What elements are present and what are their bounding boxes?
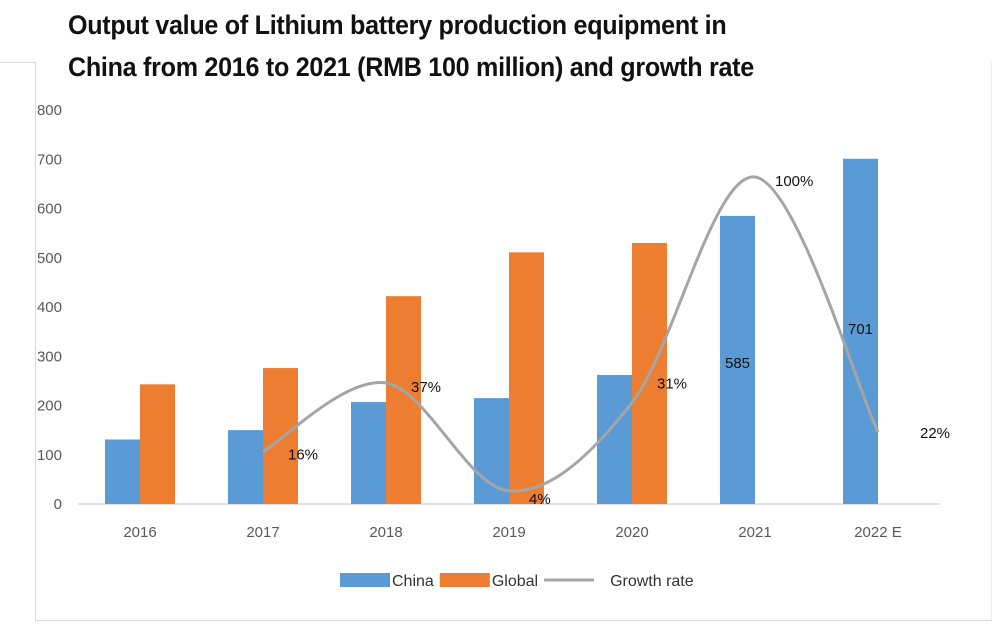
bar-china (843, 158, 878, 504)
bar-global (140, 384, 175, 504)
growth-rate-label: 16% (288, 447, 318, 464)
chart-title: Output value of Lithium battery producti… (68, 4, 754, 88)
legend-swatch-global (439, 573, 490, 587)
growth-rate-label: 4% (529, 491, 551, 508)
growth-rate-label: 37% (411, 379, 441, 396)
chart-frame (35, 62, 992, 621)
title-line-1: Output value of Lithium battery producti… (68, 10, 727, 40)
growth-rate-label: 100% (775, 173, 813, 190)
bar-china (474, 398, 509, 504)
title-line-2: China from 2016 to 2021 (RMB 100 million… (68, 52, 754, 82)
y-tick-label: 300 (37, 348, 62, 365)
legend-label: China (392, 573, 434, 590)
decorative-rule (0, 62, 35, 63)
bar-data-label: 585 (725, 355, 750, 372)
growth-rate-line (262, 175, 880, 493)
bar-china (105, 439, 140, 504)
y-tick-label: 200 (37, 398, 62, 415)
bar-data-label: 701 (848, 321, 873, 338)
x-tick-label: 2021 (738, 524, 771, 541)
y-tick-label: 700 (37, 151, 62, 168)
bar-global (509, 252, 544, 504)
y-tick-label: 800 (37, 102, 62, 119)
x-tick-label: 2018 (369, 524, 402, 541)
growth-rate-label: 22% (920, 425, 950, 442)
y-tick-label: 100 (37, 447, 62, 464)
legend-swatch-china (340, 573, 390, 587)
bar-global (263, 368, 298, 504)
growth-rate-label: 31% (657, 376, 687, 393)
legend-label: Global (492, 573, 538, 590)
bar-china (597, 374, 632, 504)
bar-china (351, 402, 386, 504)
x-tick-label: 2022 E (854, 524, 902, 541)
bar-china (720, 215, 755, 504)
legend-label: Growth rate (610, 573, 694, 590)
y-tick-label: 0 (54, 496, 62, 513)
x-tick-label: 2016 (123, 524, 156, 541)
bar-china (228, 430, 263, 504)
y-tick-label: 600 (37, 201, 62, 218)
y-tick-label: 400 (37, 299, 62, 316)
x-tick-label: 2020 (615, 524, 648, 541)
x-tick-label: 2017 (246, 524, 279, 541)
x-tick-label: 2019 (492, 524, 525, 541)
y-tick-label: 500 (37, 250, 62, 267)
